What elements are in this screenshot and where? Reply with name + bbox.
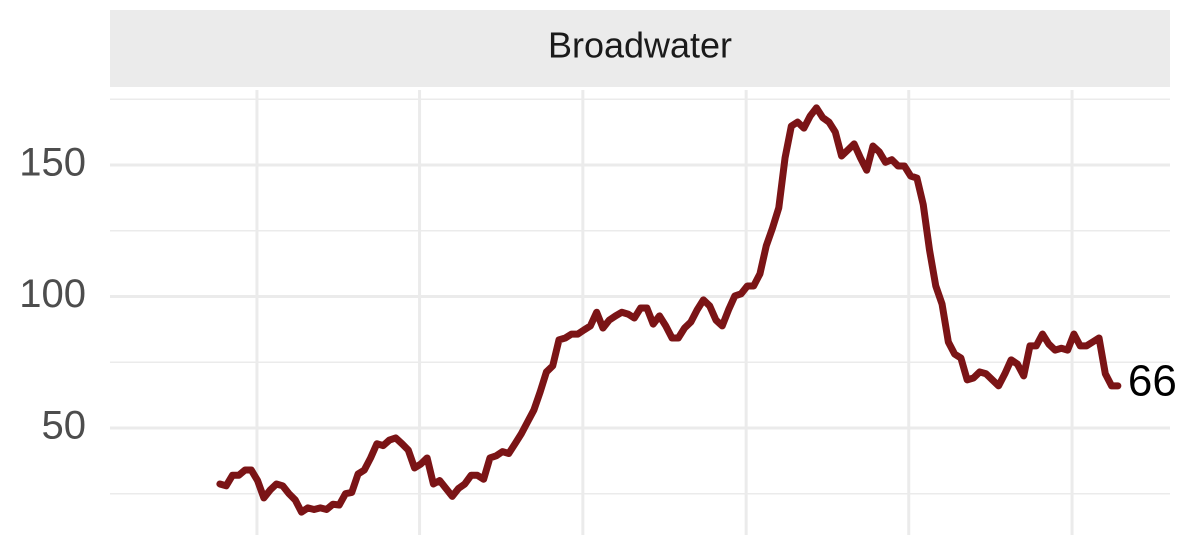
y-tick-label: 50 — [42, 404, 87, 448]
y-tick-label: 150 — [19, 141, 86, 185]
facet-strip — [110, 10, 1170, 87]
end-label: 66 — [1128, 357, 1177, 406]
y-tick-label: 100 — [19, 272, 86, 316]
line — [216, 104, 1122, 516]
facet-title: Broadwater — [548, 25, 732, 66]
